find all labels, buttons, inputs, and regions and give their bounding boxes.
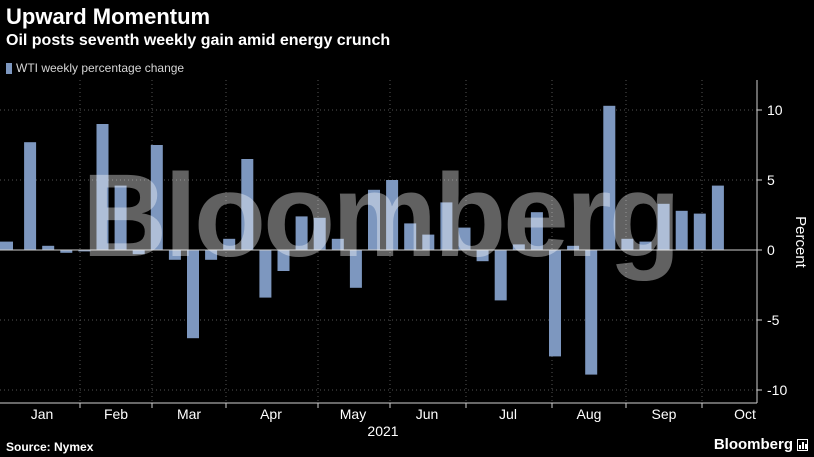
bar (404, 223, 417, 250)
source-note: Source: Nymex (6, 440, 94, 454)
bar (78, 250, 91, 252)
x-tick-label: Jun (416, 406, 439, 422)
bar (530, 212, 543, 250)
x-tick-label: Feb (104, 406, 128, 422)
bar (603, 105, 616, 250)
y-axis-label: Percent (792, 216, 809, 269)
y-tick-label: 0 (767, 242, 775, 258)
x-tick-label: May (340, 406, 366, 422)
legend-swatch (6, 62, 12, 74)
bar (24, 142, 37, 250)
bar (187, 250, 199, 339)
x-tick-label: Aug (577, 406, 602, 422)
y-tick-label: -10 (767, 382, 787, 398)
bar (223, 238, 236, 250)
bar (657, 203, 670, 250)
bar (114, 185, 127, 250)
bar (549, 250, 561, 357)
y-tick-label: 10 (767, 102, 783, 118)
legend-label: WTI weekly percentage change (16, 61, 185, 75)
bar (259, 250, 272, 298)
bar (476, 250, 489, 262)
chart-title: Upward Momentum (6, 4, 211, 29)
bar (512, 244, 525, 250)
bar (585, 250, 598, 375)
bar (60, 250, 73, 253)
bar (440, 202, 453, 250)
bar (567, 245, 580, 250)
brand-logo: Bloomberg (714, 436, 808, 453)
bar (386, 180, 399, 250)
x-axis-year-label: 2021 (367, 423, 398, 439)
bar (168, 250, 181, 260)
x-tick-label: Jan (31, 406, 54, 422)
bar (42, 245, 55, 250)
y-tick-label: -5 (767, 312, 780, 328)
chart-logo-icon (797, 438, 808, 451)
bar (458, 227, 471, 250)
y-tick-label: 5 (767, 172, 775, 188)
bar (205, 250, 218, 260)
bar (621, 238, 634, 250)
bar (277, 250, 290, 271)
bar (132, 250, 145, 255)
x-tick-label: Apr (260, 406, 282, 422)
bar (494, 250, 507, 301)
bar (150, 145, 163, 250)
bar (693, 213, 706, 250)
bar (331, 238, 344, 250)
bar (349, 250, 362, 288)
bar (96, 124, 109, 250)
bar (313, 217, 326, 250)
x-tick-label: Jul (499, 406, 517, 422)
x-tick-label: Oct (734, 406, 756, 422)
x-tick-label: Sep (652, 406, 677, 422)
bar (241, 159, 254, 250)
bar (422, 234, 435, 250)
bar (368, 189, 380, 250)
x-tick-label: Mar (177, 406, 201, 422)
bar (675, 210, 688, 250)
brand-name: Bloomberg (713, 436, 793, 453)
bar (295, 216, 308, 250)
bar (711, 185, 724, 250)
bar (639, 241, 652, 250)
legend: WTI weekly percentage change (6, 61, 184, 75)
bar (0, 241, 13, 250)
chart-subtitle: Oil posts seventh weekly gain amid energ… (6, 32, 391, 49)
